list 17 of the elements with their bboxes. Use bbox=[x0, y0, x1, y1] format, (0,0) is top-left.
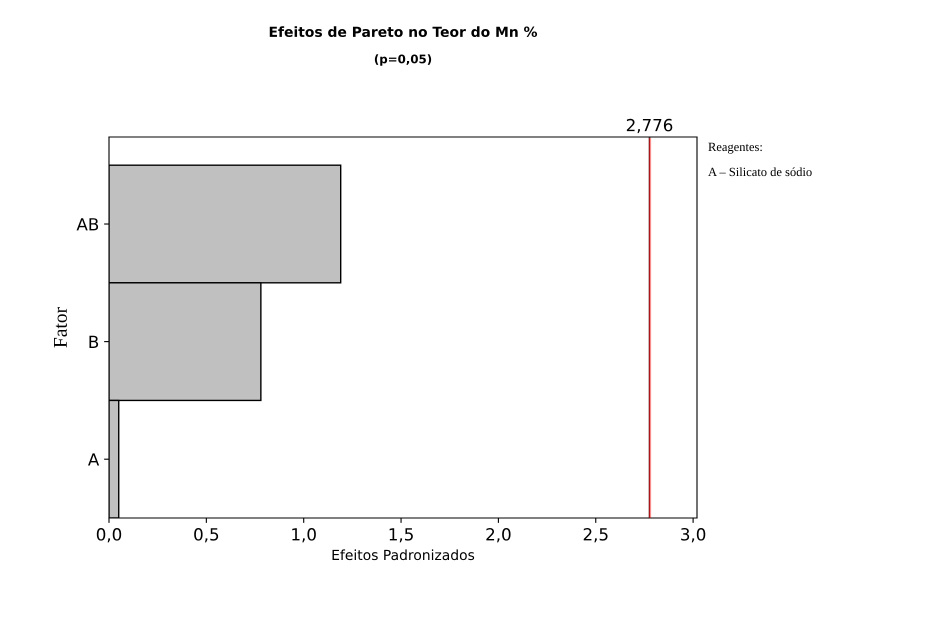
text: A – Silicato de sódio bbox=[708, 167, 812, 176]
y-tick-label: AB bbox=[76, 218, 98, 230]
text: Reagentes: bbox=[708, 142, 762, 154]
x-axis-title: Efeitos Padronizados bbox=[332, 549, 474, 560]
y-axis-title: Fator bbox=[54, 307, 67, 348]
x-tick-label: 3,0 bbox=[681, 528, 706, 542]
y-tick-label: A bbox=[88, 453, 100, 466]
x-tick-label: 0,5 bbox=[194, 528, 218, 542]
x-tick-label: 0,0 bbox=[96, 528, 122, 542]
chart-title: Efeitos de Pareto no Teor do Mn % bbox=[270, 26, 538, 38]
x-tick-label: 1,0 bbox=[292, 528, 316, 542]
ref-line-label: 2,776 bbox=[626, 118, 672, 134]
y-tick-label: B bbox=[89, 336, 98, 348]
chart-subtitle: (p=0,05) bbox=[374, 54, 432, 66]
x-tick-label: 2,5 bbox=[584, 528, 608, 542]
x-tick-label: 2,0 bbox=[486, 528, 511, 542]
x-tick-label: 1,5 bbox=[390, 528, 413, 542]
